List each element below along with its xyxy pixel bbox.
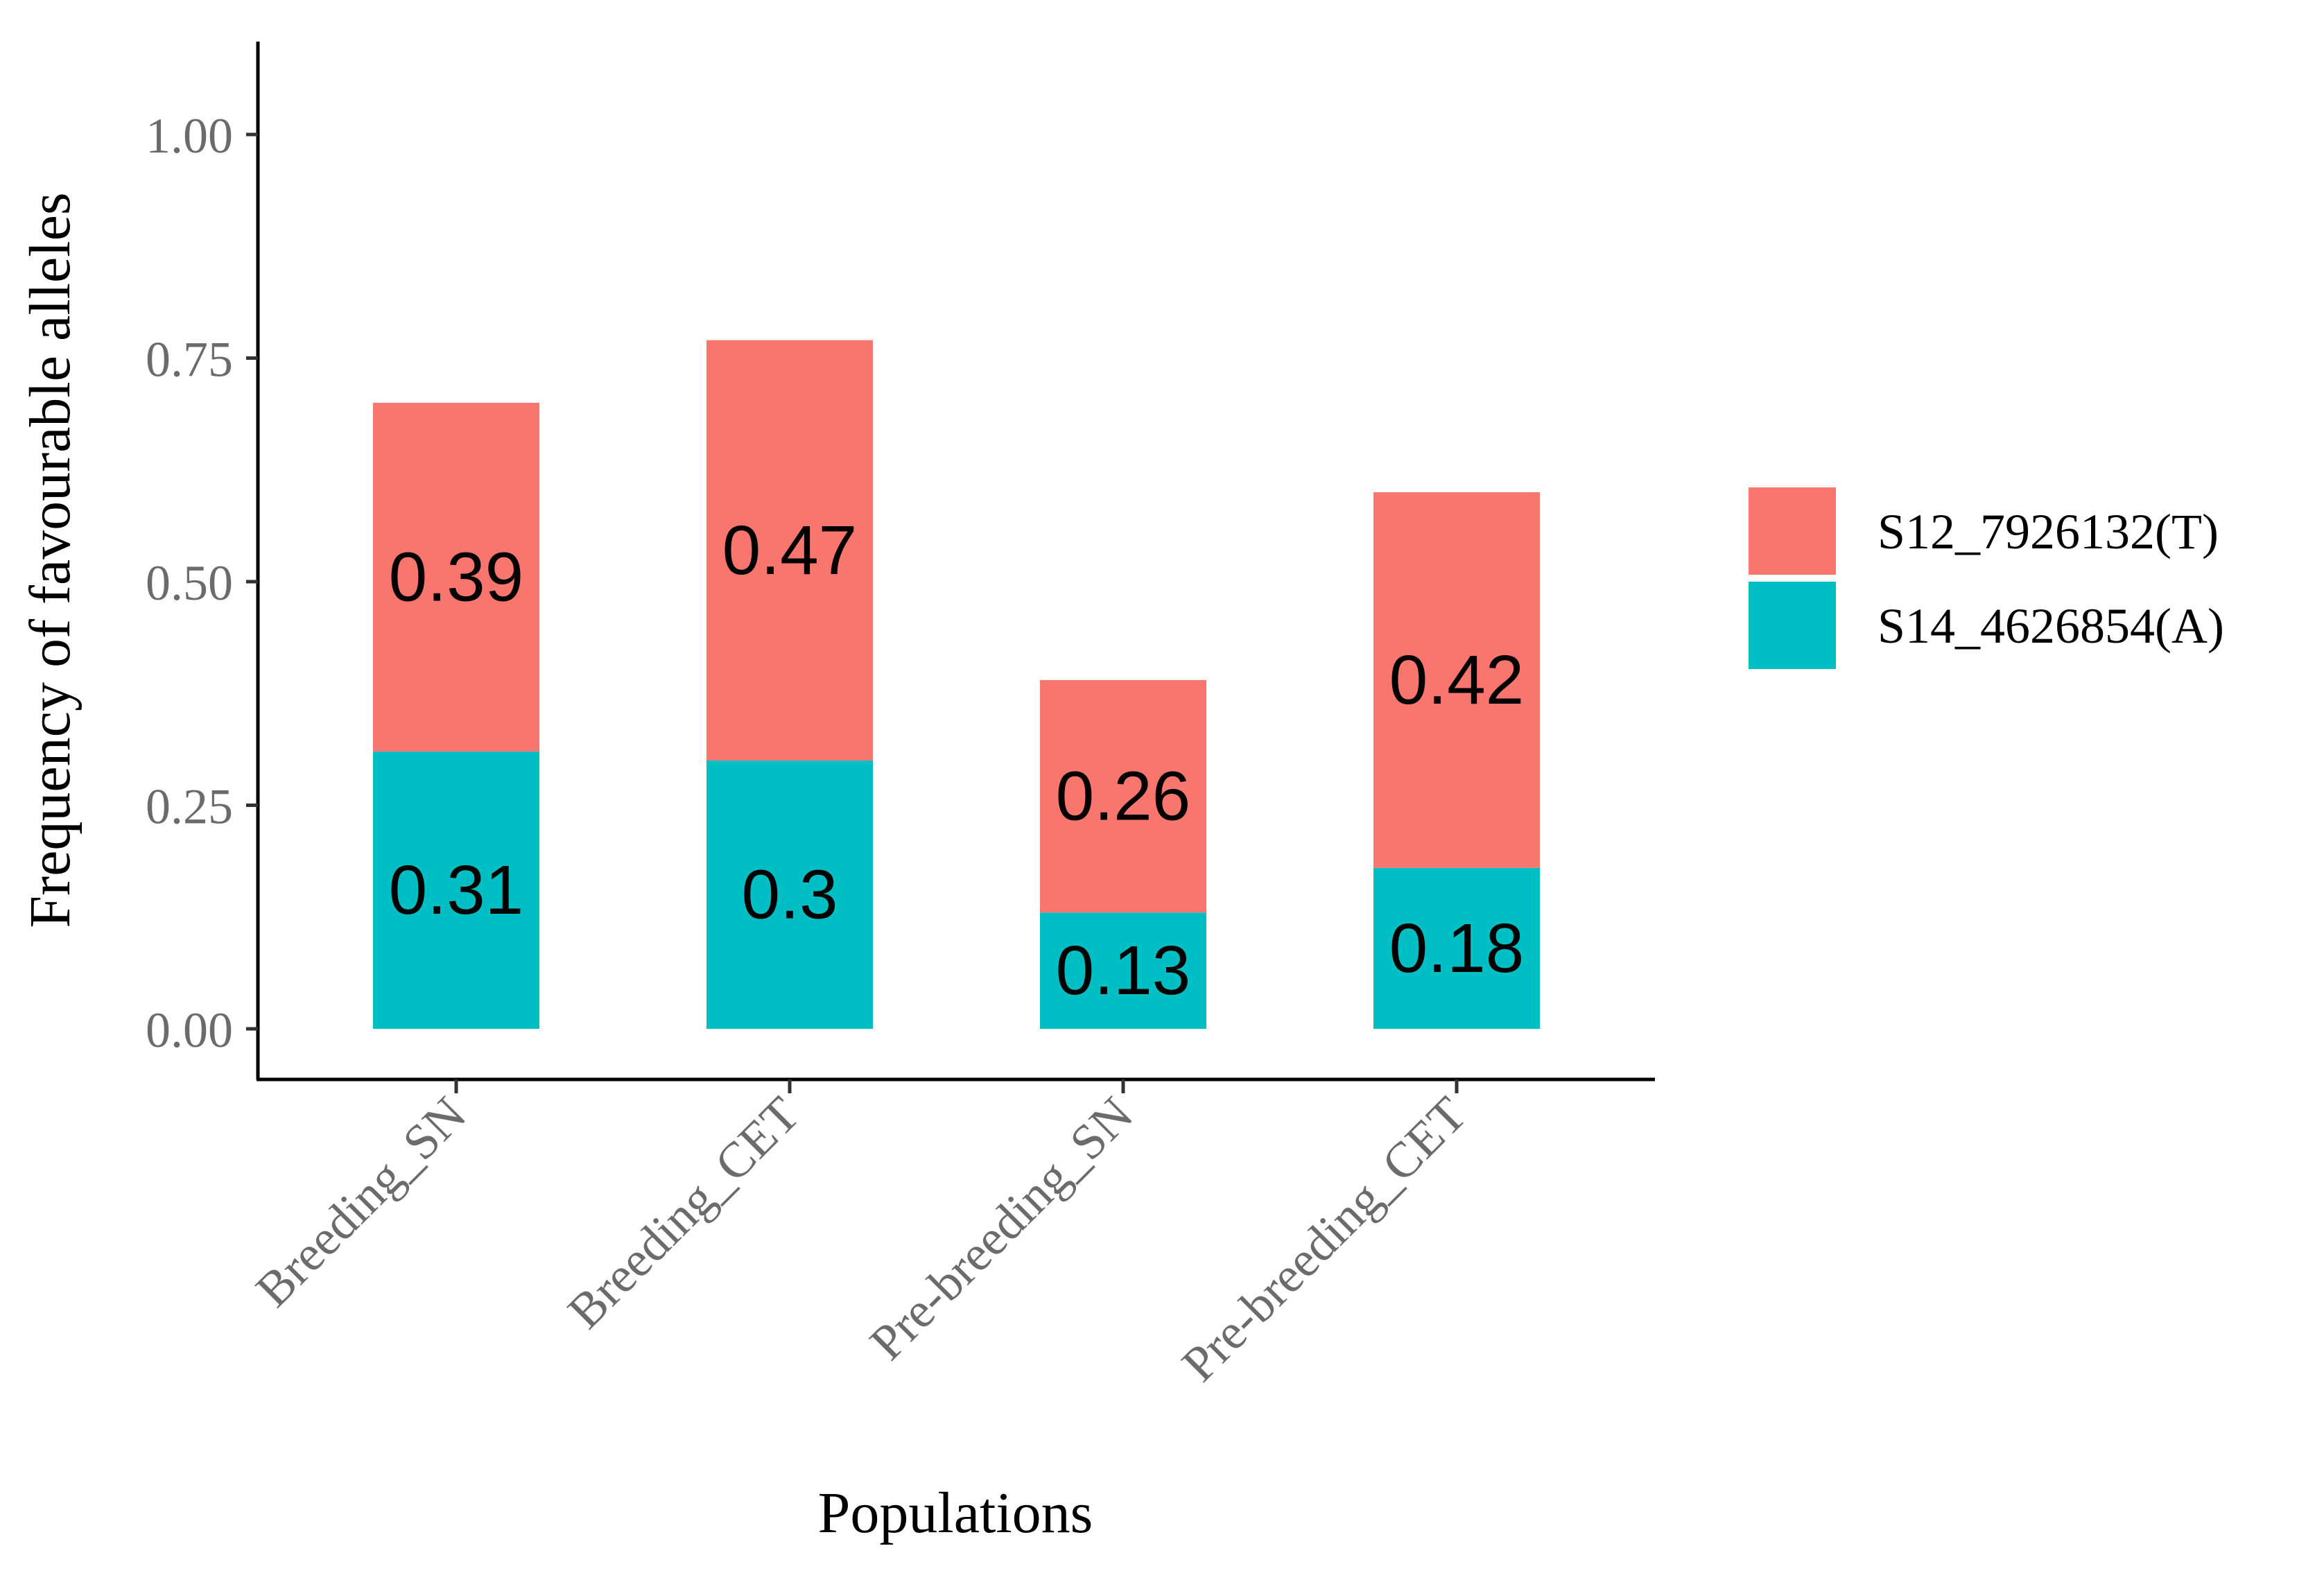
bar-Breeding_CET-S14_4626854(A): [706, 761, 873, 1029]
x-tick-label: Pre-breeding_SN: [859, 1086, 1143, 1371]
x-tick-label: Breeding_SN: [245, 1086, 477, 1318]
y-tick-label: 0.50: [146, 555, 233, 611]
y-axis-title: Frequency of favourable alleles: [18, 192, 83, 928]
legend-label: S14_4626854(A): [1878, 598, 2224, 654]
y-tick-label: 1.00: [146, 108, 233, 164]
bar-Breeding_CET-S12_7926132(T): [706, 340, 873, 761]
y-tick-label: 0.00: [146, 1002, 233, 1058]
legend-label: S12_7926132(T): [1878, 504, 2219, 559]
value-label-Pre-breeding_SN-S12_7926132(T): 0.26: [1056, 758, 1191, 835]
bar-Breeding_SN-S12_7926132(T): [373, 403, 539, 752]
value-label-Pre-breeding_SN-S14_4626854(A): 0.13: [1056, 932, 1191, 1009]
x-ticks-group: Breeding_SN Breeding_CET Pre-breeding_SN Pr…: [245, 1079, 1477, 1392]
value-label-Pre-breeding_CET-S12_7926132(T): 0.42: [1389, 641, 1525, 719]
y-tick-label: 0.75: [146, 332, 233, 388]
value-label-Breeding_CET-S14_4626854(A): 0.3: [741, 856, 838, 934]
bar-Pre-breeding_CET-S12_7926132(T): [1373, 492, 1540, 868]
x-axis-title: Populations: [818, 1481, 1093, 1545]
value-labels-group: 0.31 0.39 0.3 0.47 0.13 0.26 0.18 0.42: [389, 512, 1525, 1009]
value-label-Breeding_SN-S12_7926132(T): 0.39: [389, 539, 524, 616]
bars-group: [373, 340, 1540, 1029]
legend-key-S14_4626854(A): [1749, 582, 1836, 669]
y-ticks-group: 0.00 0.25 0.50 0.75 1.00: [146, 108, 258, 1058]
bar-Pre-breeding_CET-S14_4626854(A): [1373, 867, 1540, 1029]
x-tick-label: Pre-breeding_CET: [1171, 1086, 1477, 1392]
bar-Pre-breeding_SN-S12_7926132(T): [1040, 679, 1206, 913]
bar-Breeding_SN-S14_4626854(A): [373, 752, 539, 1029]
axes-group: [256, 42, 1655, 1082]
value-label-Breeding_CET-S12_7926132(T): 0.47: [722, 512, 858, 589]
x-tick-label: Breeding_CET: [557, 1086, 810, 1339]
value-label-Breeding_SN-S14_4626854(A): 0.31: [389, 851, 524, 929]
bar-Pre-breeding_SN-S14_4626854(A): [1040, 912, 1206, 1029]
y-tick-label: 0.25: [146, 779, 233, 835]
legend: S12_7926132(T) S14_4626854(A): [1749, 487, 2224, 669]
value-label-Pre-breeding_CET-S14_4626854(A): 0.18: [1389, 910, 1525, 987]
legend-key-S12_7926132(T): [1749, 487, 1836, 575]
